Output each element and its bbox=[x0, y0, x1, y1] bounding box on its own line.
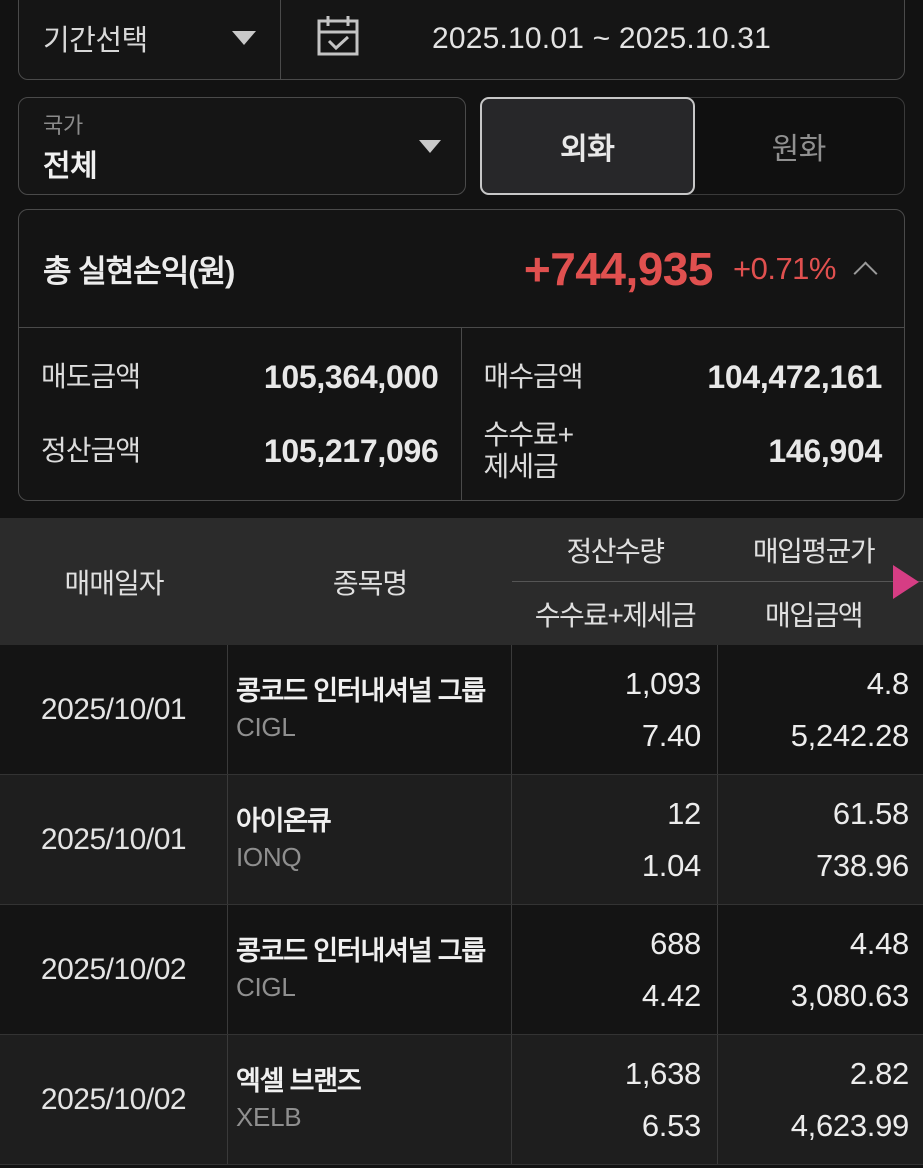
cell-buy-amount: 738.96 bbox=[815, 847, 909, 883]
cell-settle-qty: 12 bbox=[667, 795, 701, 831]
country-texts: 국가 전체 bbox=[43, 108, 98, 185]
cell-price-amount: 4.48 3,080.63 bbox=[718, 905, 923, 1034]
summary-metric-fee-value: 146,904 bbox=[768, 432, 882, 469]
summary-metric-buy: 매수금액 104,472,161 bbox=[484, 340, 883, 414]
scroll-right-arrow-icon[interactable] bbox=[893, 564, 919, 599]
cell-trade-date: 2025/10/02 bbox=[0, 905, 228, 1034]
cell-price-amount: 61.58 738.96 bbox=[718, 775, 923, 904]
chevron-down-icon bbox=[232, 31, 256, 45]
date-range-field[interactable]: 2025.10.01 ~ 2025.10.31 bbox=[281, 0, 904, 79]
cell-stock-name: 아이온큐 bbox=[236, 805, 332, 836]
summary-total-percent: +0.71% bbox=[732, 250, 837, 286]
cell-settle-qty: 1,638 bbox=[624, 1055, 701, 1091]
column-header-name[interactable]: 종목명 bbox=[332, 567, 408, 599]
cell-settle-qty: 688 bbox=[650, 925, 701, 961]
cell-trade-date: 2025/10/01 bbox=[0, 645, 228, 774]
country-field-value: 전체 bbox=[43, 149, 98, 183]
cell-fee-tax: 4.42 bbox=[641, 977, 701, 1013]
cell-avg-price: 4.48 bbox=[849, 925, 909, 961]
summary-metric-settle: 정산금액 105,217,096 bbox=[41, 414, 439, 488]
summary-metric-fee: 수수료+ 제세금 146,904 bbox=[484, 414, 883, 488]
summary-metric-sell: 매도금액 105,364,000 bbox=[41, 340, 439, 414]
cell-price-amount: 4.8 5,242.28 bbox=[718, 645, 923, 774]
summary-metric-sell-label: 매도금액 bbox=[41, 360, 141, 392]
date-range-text: 2025.10.01 ~ 2025.10.31 bbox=[431, 22, 772, 55]
cell-fee-tax: 1.04 bbox=[641, 847, 701, 883]
cell-stock-ticker: XELB bbox=[236, 1102, 302, 1133]
column-header-group-qty-fee: 정산수량 수수료+제세금 bbox=[512, 518, 718, 645]
cell-stock-ticker: IONQ bbox=[236, 842, 302, 873]
cell-price-amount: 2.82 4,623.99 bbox=[718, 1035, 923, 1164]
summary-metric-sell-value: 105,364,000 bbox=[263, 358, 439, 395]
cell-trade-date: 2025/10/01 bbox=[0, 775, 228, 904]
cell-stock-ticker: CIGL bbox=[236, 972, 296, 1003]
country-select-dropdown[interactable]: 국가 전체 bbox=[18, 97, 466, 195]
cell-fee-tax: 7.40 bbox=[641, 717, 701, 753]
cell-stock: 콩코드 인터내셔널 그룹 CIGL bbox=[228, 905, 512, 1034]
realized-pnl-summary-card: 총 실현손익(원) +744,935 +0.71% 매도금액 105,364,0… bbox=[18, 209, 905, 501]
summary-metric-buy-label: 매수금액 bbox=[483, 360, 584, 392]
trade-history-table: 매매일자 종목명 정산수량 수수료+제세금 매입평균가 매입금액 2025/10… bbox=[0, 518, 923, 1165]
cell-buy-amount: 3,080.63 bbox=[790, 977, 910, 1013]
summary-header-row[interactable]: 총 실현손익(원) +744,935 +0.71% bbox=[19, 210, 904, 328]
period-select-label: 기간선택 bbox=[43, 25, 148, 57]
summary-metric-buy-value: 104,472,161 bbox=[707, 358, 882, 395]
calendar-check-icon bbox=[315, 13, 361, 66]
country-field-label: 국가 bbox=[43, 112, 83, 138]
cell-buy-amount: 4,623.99 bbox=[790, 1107, 910, 1143]
cell-stock: 콩코드 인터내셔널 그룹 CIGL bbox=[228, 645, 512, 774]
summary-metrics: 매도금액 105,364,000 정산금액 105,217,096 매수금액 1… bbox=[19, 328, 904, 500]
column-header-date[interactable]: 매매일자 bbox=[64, 567, 164, 599]
column-header-buy-amount[interactable]: 매입금액 bbox=[764, 599, 864, 631]
cell-fee-tax: 6.53 bbox=[641, 1107, 701, 1143]
summary-metrics-left: 매도금액 105,364,000 정산금액 105,217,096 bbox=[19, 328, 462, 500]
table-row[interactable]: 2025/10/02 엑셀 브랜즈 XELB 1,638 6.53 2.82 4,623.9… bbox=[0, 1035, 923, 1165]
table-row[interactable]: 2025/10/01 콩코드 인터내셔널 그룹 CIGL 1,093 7.40 4.8 5,… bbox=[0, 645, 923, 775]
column-header-avg-price[interactable]: 매입평균가 bbox=[718, 518, 923, 582]
summary-metric-settle-value: 105,217,096 bbox=[263, 432, 439, 469]
summary-metrics-right: 매수금액 104,472,161 수수료+ 제세금 146,904 bbox=[462, 328, 905, 500]
table-row[interactable]: 2025/10/02 콩코드 인터내셔널 그룹 CIGL 688 4.42 4.48 3,0… bbox=[0, 905, 923, 1035]
cell-avg-price: 4.8 bbox=[866, 665, 910, 701]
summary-metric-fee-label: 수수료+ 제세금 bbox=[483, 418, 575, 483]
period-select-dropdown[interactable]: 기간선택 bbox=[19, 0, 281, 79]
summary-metric-fee-label-line2: 제세금 bbox=[483, 451, 559, 482]
summary-total-amount: +744,935 bbox=[523, 242, 714, 295]
column-header-group-price-amount: 매입평균가 매입금액 bbox=[718, 518, 923, 645]
cell-stock-name: 엑셀 브랜즈 bbox=[236, 1065, 362, 1096]
summary-title: 총 실현손익(원) bbox=[43, 254, 235, 289]
country-currency-row: 국가 전체 외화 원화 bbox=[18, 97, 905, 195]
chevron-up-icon[interactable] bbox=[854, 256, 880, 282]
currency-toggle-group: 외화 원화 bbox=[480, 97, 905, 195]
cell-qty-fee: 1,638 6.53 bbox=[512, 1035, 718, 1164]
column-header-fee-tax[interactable]: 수수료+제세금 bbox=[534, 599, 697, 631]
cell-buy-amount: 5,242.28 bbox=[790, 717, 910, 753]
cell-qty-fee: 688 4.42 bbox=[512, 905, 718, 1034]
cell-stock-name: 콩코드 인터내셔널 그룹 bbox=[236, 935, 486, 966]
cell-trade-date: 2025/10/02 bbox=[0, 1035, 228, 1164]
table-header-row: 매매일자 종목명 정산수량 수수료+제세금 매입평균가 매입금액 bbox=[0, 518, 923, 645]
cell-stock: 엑셀 브랜즈 XELB bbox=[228, 1035, 512, 1164]
summary-metric-fee-label-line1: 수수료+ bbox=[483, 418, 575, 450]
cell-stock-ticker: CIGL bbox=[236, 712, 296, 743]
cell-qty-fee: 12 1.04 bbox=[512, 775, 718, 904]
table-row[interactable]: 2025/10/01 아이온큐 IONQ 12 1.04 61.58 738.96 bbox=[0, 775, 923, 905]
currency-tab-foreign[interactable]: 외화 bbox=[480, 97, 695, 195]
currency-tab-krw[interactable]: 원화 bbox=[771, 133, 827, 166]
column-header-settle-qty[interactable]: 정산수량 bbox=[512, 518, 718, 582]
chevron-down-icon bbox=[419, 139, 441, 153]
cell-stock: 아이온큐 IONQ bbox=[228, 775, 512, 904]
cell-stock-name: 콩코드 인터내셔널 그룹 bbox=[236, 675, 486, 706]
cell-qty-fee: 1,093 7.40 bbox=[512, 645, 718, 774]
cell-avg-price: 2.82 bbox=[849, 1055, 909, 1091]
cell-settle-qty: 1,093 bbox=[624, 665, 701, 701]
period-filter-bar: 기간선택 2025.10.01 ~ 2025.10.31 bbox=[18, 0, 905, 80]
cell-avg-price: 61.58 bbox=[832, 795, 909, 831]
table-body: 2025/10/01 콩코드 인터내셔널 그룹 CIGL 1,093 7.40 4.8 5,… bbox=[0, 645, 923, 1165]
summary-metric-settle-label: 정산금액 bbox=[41, 434, 141, 466]
